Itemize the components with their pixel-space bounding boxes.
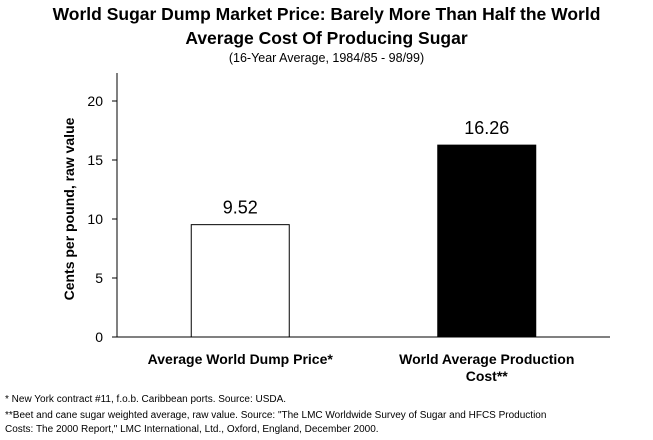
bar-chart: 0 5 10 15 20 Cents per pound, raw value 9.52 Av… [61, 73, 610, 384]
footnote-lmc-line-2: Costs: The 2000 Report," LMC Internation… [5, 424, 379, 435]
footnote-usda: * New York contract #11, f.o.b. Caribbea… [5, 394, 287, 405]
chart-title-line-2: Average Cost Of Producing Sugar [185, 28, 468, 48]
bar-value-label: 16.26 [464, 118, 509, 138]
x-tick-label: World Average Production [399, 351, 574, 367]
chart-title-line-1: World Sugar Dump Market Price: Barely Mo… [52, 4, 601, 24]
y-tick-label: 10 [87, 211, 103, 227]
bar [437, 144, 537, 338]
bar-value-label: 9.52 [223, 198, 258, 218]
y-tick-label: 0 [95, 329, 103, 345]
x-tick-label: Average World Dump Price* [148, 351, 334, 367]
chart-subtitle: (16-Year Average, 1984/85 - 98/99) [228, 51, 425, 65]
y-tick-label: 5 [95, 270, 103, 286]
y-axis-title: Cents per pound, raw value [61, 117, 77, 300]
y-tick-label: 20 [87, 93, 103, 109]
chart-title: World Sugar Dump Market Price: Barely Mo… [0, 2, 653, 50]
y-tick-label: 15 [87, 152, 103, 168]
footnote-lmc-line-1: **Beet and cane sugar weighted average, … [5, 410, 547, 421]
x-tick-label: Cost** [466, 368, 509, 384]
bar [190, 224, 290, 338]
